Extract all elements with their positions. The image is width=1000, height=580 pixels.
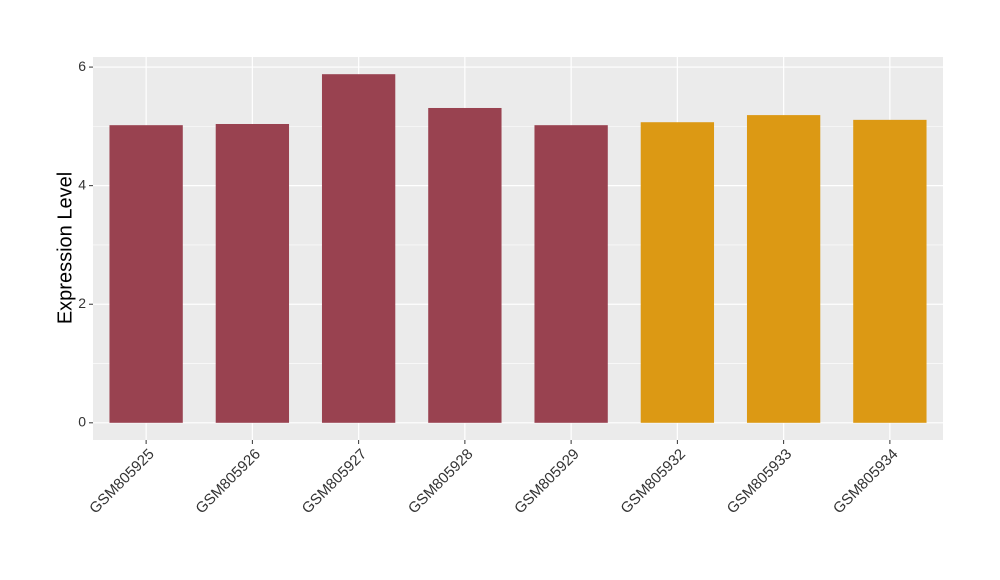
bar — [853, 119, 927, 423]
bar — [109, 125, 183, 423]
bar — [215, 123, 290, 423]
x-tick-label: GSM805933 — [724, 446, 796, 518]
bar — [640, 122, 715, 423]
x-tick-label: GSM805926 — [192, 446, 264, 518]
x-tick-label: GSM805928 — [405, 446, 477, 518]
y-tick-label: 6 — [78, 58, 86, 74]
y-axis-label: Expression Level — [54, 172, 76, 324]
x-tick-label: GSM805925 — [86, 446, 158, 518]
x-tick-label: GSM805929 — [511, 446, 583, 518]
y-tick-label: 0 — [78, 414, 86, 430]
bar — [534, 125, 608, 423]
x-tick-label: GSM805934 — [830, 446, 902, 518]
y-tick-label: 4 — [78, 176, 86, 192]
x-tick-label: GSM805927 — [299, 446, 371, 518]
x-tick-label: GSM805932 — [617, 446, 689, 518]
bar — [428, 107, 502, 423]
y-tick-label: 2 — [78, 295, 86, 311]
bar — [321, 74, 396, 423]
bar — [746, 115, 821, 423]
